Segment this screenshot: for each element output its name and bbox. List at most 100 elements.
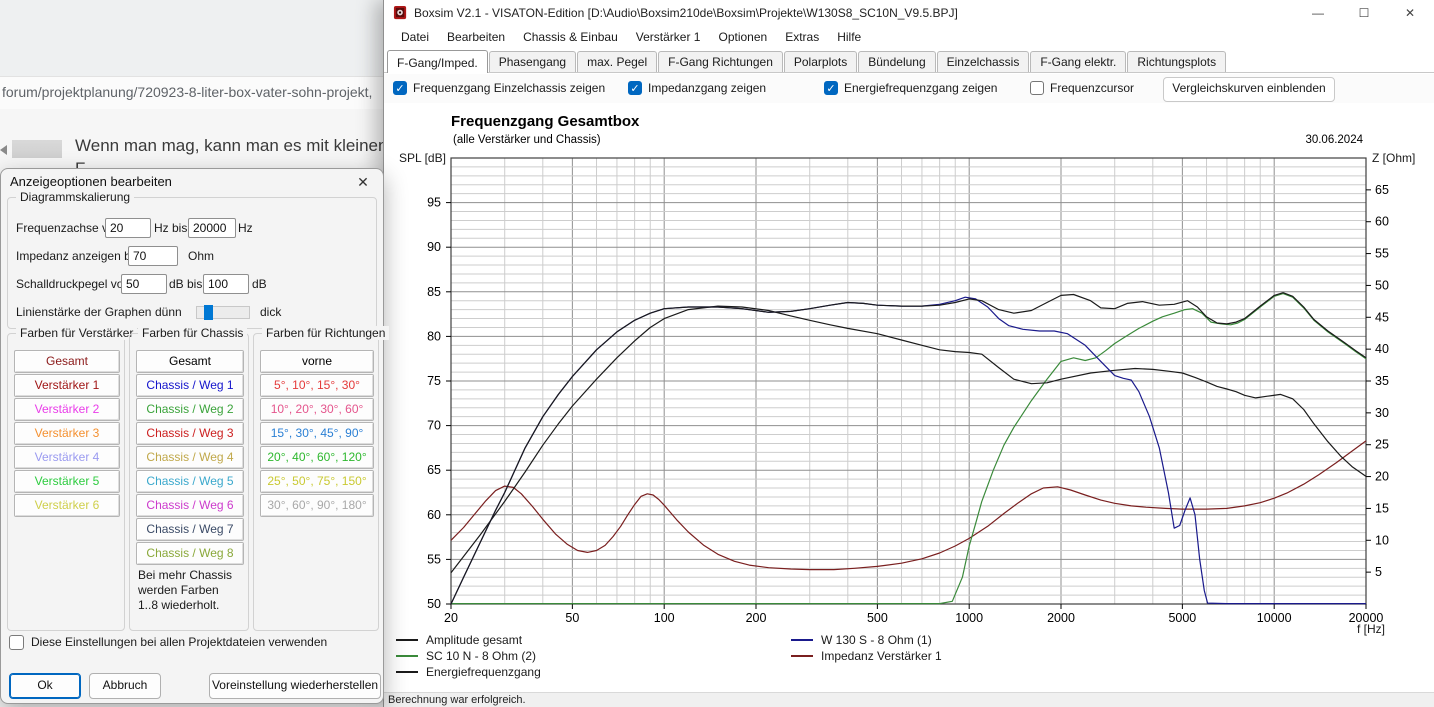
chassis-repeat-note: Bei mehr Chassis werden Farben 1..8 wieder… <box>138 568 232 613</box>
minimize-button[interactable]: — <box>1312 6 1324 20</box>
color-button-25-50-75-150-[interactable]: 25°, 50°, 75°, 150° <box>260 470 374 493</box>
checkbox-checked-icon[interactable]: ✓ <box>628 81 642 95</box>
color-button-chassis-weg-1[interactable]: Chassis / Weg 1 <box>136 374 244 397</box>
background-browser-chrome <box>0 0 383 76</box>
color-button-30-60-90-180-[interactable]: 30°, 60°, 90°, 180° <box>260 494 374 517</box>
menu-item-optionen[interactable]: Optionen <box>718 30 768 44</box>
chart-date: 30.06.2024 <box>1305 134 1363 146</box>
y-tick-label-left: 85 <box>427 285 441 299</box>
line-width-slider[interactable] <box>196 305 250 320</box>
y-tick-label-left: 60 <box>427 508 441 522</box>
line-thin-label: dünn <box>155 305 182 319</box>
color-button-gesamt[interactable]: Gesamt <box>14 350 120 373</box>
y-tick-label-right: 65 <box>1375 183 1389 197</box>
menu-item-bearbeiten[interactable]: Bearbeiten <box>447 30 506 44</box>
color-button-chassis-weg-3[interactable]: Chassis / Weg 3 <box>136 422 244 445</box>
color-button-10-20-30-60-[interactable]: 10°, 20°, 30°, 60° <box>260 398 374 421</box>
cancel-button[interactable]: Abbruch <box>89 673 161 699</box>
y-tick-label-right: 45 <box>1375 310 1389 324</box>
checkbox-checked-icon[interactable]: ✓ <box>824 81 838 95</box>
compare-curves-button[interactable]: Vergleichskurven einblenden <box>1163 77 1335 102</box>
color-button-chassis-weg-4[interactable]: Chassis / Weg 4 <box>136 446 244 469</box>
app-icon <box>393 5 407 20</box>
option-checkbox-label: Frequenzcursor <box>1050 81 1135 95</box>
color-button-5-10-15-30-[interactable]: 5°, 10°, 15°, 30° <box>260 374 374 397</box>
x-tick-label: 10000 <box>1257 611 1292 625</box>
freq-from-input[interactable]: 20 <box>105 218 151 238</box>
legend-label: Impedanz Verstärker 1 <box>821 649 942 663</box>
curve-w-130-s-8-ohm-1- <box>450 296 1366 605</box>
legend-item-w-130-s-8-ohm-1-: W 130 S - 8 Ohm (1) <box>791 632 932 648</box>
menu-item-verst-rker-1[interactable]: Verstärker 1 <box>635 30 701 44</box>
x-tick-label: 50 <box>565 611 579 625</box>
spl-range-label: Schalldruckpegel von <box>16 277 131 291</box>
tab-f-gang-richtungen[interactable]: F-Gang Richtungen <box>658 51 783 72</box>
dialog-close-icon[interactable]: ✕ <box>357 174 369 190</box>
ok-button[interactable]: Ok <box>9 673 81 699</box>
color-button-verst-rker-5[interactable]: Verstärker 5 <box>14 470 120 493</box>
line-width-slider-thumb[interactable] <box>204 305 213 320</box>
menu-item-datei[interactable]: Datei <box>401 30 430 44</box>
close-button[interactable]: ✕ <box>1404 6 1416 20</box>
window-title: Boxsim V2.1 - VISATON-Edition [D:\Audio\… <box>414 6 958 20</box>
tab-max-pegel[interactable]: max. Pegel <box>577 51 658 72</box>
maximize-button[interactable]: ☐ <box>1358 6 1370 20</box>
legend-label: Energiefrequenzgang <box>426 665 541 679</box>
color-button-chassis-weg-5[interactable]: Chassis / Weg 5 <box>136 470 244 493</box>
option-checkbox-label: Impedanzgang zeigen <box>648 81 767 95</box>
menu-item-hilfe[interactable]: Hilfe <box>837 30 862 44</box>
y-tick-label-right: 35 <box>1375 374 1389 388</box>
color-button-verst-rker-4[interactable]: Verstärker 4 <box>14 446 120 469</box>
restore-defaults-button[interactable]: Voreinstellung wiederherstellen <box>209 673 381 699</box>
tab-einzelchassis[interactable]: Einzelchassis <box>936 51 1030 72</box>
legend-item-sc-10-n-8-ohm-2-: SC 10 N - 8 Ohm (2) <box>396 648 536 664</box>
group-diagram-scaling-label: Diagrammskalierung <box>16 190 135 204</box>
legend-line-sample <box>396 655 418 657</box>
tab-phasengang[interactable]: Phasengang <box>488 51 577 72</box>
color-button-verst-rker-1[interactable]: Verstärker 1 <box>14 374 120 397</box>
tab-b-ndelung[interactable]: Bündelung <box>858 51 936 72</box>
x-tick-label: 2000 <box>1047 611 1075 625</box>
spl-from-input[interactable]: 50 <box>121 274 167 294</box>
x-tick-label: 20000 <box>1349 611 1384 625</box>
legend-line-sample <box>791 655 813 657</box>
apply-all-projects-checkbox[interactable] <box>9 635 24 650</box>
y-tick-label-right: 60 <box>1375 215 1389 229</box>
color-button-chassis-weg-7[interactable]: Chassis / Weg 7 <box>136 518 244 541</box>
color-button-verst-rker-3[interactable]: Verstärker 3 <box>14 422 120 445</box>
color-button-20-40-60-120-[interactable]: 20°, 40°, 60°, 120° <box>260 446 374 469</box>
x-tick-label: 100 <box>654 611 675 625</box>
legend-label: SC 10 N - 8 Ohm (2) <box>426 649 537 663</box>
option-checkbox-frequenzgang-einzelchassis-zeigen[interactable]: ✓ Frequenzgang Einzelchassis zeigen <box>393 80 605 96</box>
color-button-verst-rker-2[interactable]: Verstärker 2 <box>14 398 120 421</box>
checkbox-checked-icon[interactable]: ✓ <box>393 81 407 95</box>
color-button-vorne[interactable]: vorne <box>260 350 374 373</box>
tab-f-gang-imped-[interactable]: F-Gang/Imped. <box>387 50 488 73</box>
spl-to-input[interactable]: 100 <box>203 274 249 294</box>
color-button-chassis-weg-2[interactable]: Chassis / Weg 2 <box>136 398 244 421</box>
x-tick-label: 5000 <box>1168 611 1196 625</box>
menu-item-extras[interactable]: Extras <box>785 30 820 44</box>
chart-subtitle: (alle Verstärker und Chassis) <box>453 134 601 146</box>
legend-line-sample <box>791 639 813 641</box>
y-tick-label-right: 20 <box>1375 470 1389 484</box>
option-checkbox-energiefrequenzgang-zeigen[interactable]: ✓ Energiefrequenzgang zeigen <box>824 80 997 96</box>
option-checkbox-impedanzgang-zeigen[interactable]: ✓ Impedanzgang zeigen <box>628 80 766 96</box>
checkbox-unchecked-icon[interactable] <box>1030 81 1044 95</box>
tab-polarplots[interactable]: Polarplots <box>783 51 858 72</box>
menu-item-chassis-einbau[interactable]: Chassis & Einbau <box>523 30 618 44</box>
boxsim-window: Boxsim V2.1 - VISATON-Edition [D:\Audio\… <box>383 0 1434 707</box>
color-button-15-30-45-90-[interactable]: 15°, 30°, 45°, 90° <box>260 422 374 445</box>
tab-richtungsplots[interactable]: Richtungsplots <box>1127 51 1227 72</box>
option-checkbox-frequenzcursor[interactable]: Frequenzcursor <box>1030 80 1134 96</box>
tab-f-gang-elektr-[interactable]: F-Gang elektr. <box>1030 51 1127 72</box>
curve-amplitude-gesamt <box>450 292 1367 605</box>
impedance-max-input[interactable]: 70 <box>128 246 178 266</box>
freq-to-input[interactable]: 20000 <box>188 218 236 238</box>
x-axis-label: f [Hz] <box>1356 622 1385 636</box>
color-button-gesamt[interactable]: Gesamt <box>136 350 244 373</box>
color-button-verst-rker-6[interactable]: Verstärker 6 <box>14 494 120 517</box>
y-tick-label-right: 30 <box>1375 406 1389 420</box>
color-button-chassis-weg-6[interactable]: Chassis / Weg 6 <box>136 494 244 517</box>
color-button-chassis-weg-8[interactable]: Chassis / Weg 8 <box>136 542 244 565</box>
